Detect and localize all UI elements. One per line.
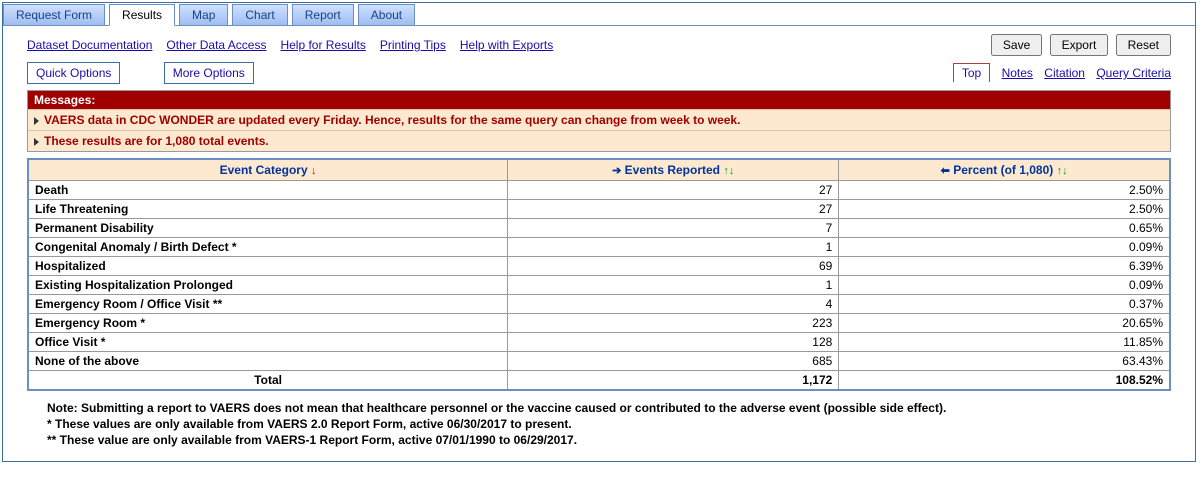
tab-bar: Request FormResultsMapChartReportAbout — [3, 3, 1195, 26]
cell-events: 1 — [508, 276, 839, 295]
cell-events: 69 — [508, 257, 839, 276]
cell-events: 27 — [508, 181, 839, 200]
arrow-right-icon: ➔ — [612, 165, 621, 177]
link-help-with-exports[interactable]: Help with Exports — [460, 38, 553, 52]
save-button[interactable]: Save — [991, 34, 1042, 56]
table-row-total: Total1,172108.52% — [28, 371, 1170, 391]
link-help-for-results[interactable]: Help for Results — [280, 38, 365, 52]
table-row: Emergency Room *22320.65% — [28, 314, 1170, 333]
cell-category: Emergency Room / Office Visit ** — [28, 295, 508, 314]
table-row: Office Visit *12811.85% — [28, 333, 1170, 352]
link-dataset-documentation[interactable]: Dataset Documentation — [27, 38, 152, 52]
cell-percent: 0.09% — [839, 238, 1170, 257]
table-row: Permanent Disability70.65% — [28, 219, 1170, 238]
col-header-events[interactable]: ➔ Events Reported ↑↓ — [508, 159, 839, 181]
citation-link[interactable]: Citation — [1044, 66, 1085, 80]
table-row: Death272.50% — [28, 181, 1170, 200]
col-header-category-label: Event Category — [220, 163, 308, 177]
cell-category: None of the above — [28, 352, 508, 371]
cell-events: 1 — [508, 238, 839, 257]
tab-report[interactable]: Report — [292, 4, 354, 25]
cell-percent: 0.65% — [839, 219, 1170, 238]
page-frame: Request FormResultsMapChartReportAbout D… — [2, 2, 1196, 462]
table-row: Life Threatening272.50% — [28, 200, 1170, 219]
triangle-icon — [34, 138, 39, 146]
cell-events: 27 — [508, 200, 839, 219]
cell-events: 223 — [508, 314, 839, 333]
cell-category: Permanent Disability — [28, 219, 508, 238]
button-row: Save Export Reset — [987, 34, 1171, 56]
footnotes: Note: Submitting a report to VAERS does … — [3, 391, 1195, 453]
footnote: * These values are only available from V… — [47, 417, 1171, 431]
tab-results[interactable]: Results — [109, 4, 175, 26]
table-row: None of the above68563.43% — [28, 352, 1170, 371]
sublink-row: Dataset Documentation Other Data Access He… — [3, 26, 1195, 60]
col-header-events-label: Events Reported — [625, 163, 720, 177]
link-printing-tips[interactable]: Printing Tips — [380, 38, 446, 52]
cell-category: Death — [28, 181, 508, 200]
cell-total-percent: 108.52% — [839, 371, 1170, 391]
cell-events: 4 — [508, 295, 839, 314]
cell-category: Office Visit * — [28, 333, 508, 352]
cell-percent: 0.09% — [839, 276, 1170, 295]
cell-category: Life Threatening — [28, 200, 508, 219]
top-link[interactable]: Top — [953, 63, 990, 82]
sort-down-icon: ↓ — [1062, 165, 1068, 177]
col-header-percent[interactable]: ⬅ Percent (of 1,080) ↑↓ — [839, 159, 1170, 181]
arrow-left-icon: ⬅ — [941, 165, 950, 177]
cell-category: Emergency Room * — [28, 314, 508, 333]
tab-chart[interactable]: Chart — [232, 4, 287, 25]
cell-category: Hospitalized — [28, 257, 508, 276]
table-row: Congenital Anomaly / Birth Defect *10.09… — [28, 238, 1170, 257]
cell-percent: 6.39% — [839, 257, 1170, 276]
table-row: Emergency Room / Office Visit **40.37% — [28, 295, 1170, 314]
message-item: VAERS data in CDC WONDER are updated eve… — [28, 109, 1170, 130]
col-header-category[interactable]: Event Category ↓ — [28, 159, 508, 181]
cell-events: 7 — [508, 219, 839, 238]
footnote: ** These value are only available from V… — [47, 433, 1171, 447]
footnote: Note: Submitting a report to VAERS does … — [47, 401, 1171, 415]
triangle-icon — [34, 117, 39, 125]
quick-options-button[interactable]: Quick Options — [27, 62, 120, 84]
tab-about[interactable]: About — [358, 4, 415, 25]
cell-events: 685 — [508, 352, 839, 371]
cell-total-label: Total — [28, 371, 508, 391]
sort-down-icon: ↓ — [729, 165, 735, 177]
tab-request-form[interactable]: Request Form — [3, 4, 105, 25]
cell-percent: 63.43% — [839, 352, 1170, 371]
sort-down-icon: ↓ — [311, 165, 317, 177]
table-row: Existing Hospitalization Prolonged10.09% — [28, 276, 1170, 295]
cell-percent: 0.37% — [839, 295, 1170, 314]
options-row: Quick Options More Options Top Notes Cit… — [3, 60, 1195, 90]
more-options-button[interactable]: More Options — [164, 62, 254, 84]
results-table: Event Category ↓ ➔ Events Reported ↑↓ ⬅ … — [27, 158, 1171, 391]
cell-percent: 2.50% — [839, 200, 1170, 219]
cell-events: 128 — [508, 333, 839, 352]
cell-percent: 2.50% — [839, 181, 1170, 200]
notes-link[interactable]: Notes — [1002, 66, 1033, 80]
col-header-percent-label: Percent (of 1,080) — [953, 163, 1053, 177]
cell-percent: 11.85% — [839, 333, 1170, 352]
cell-total-events: 1,172 — [508, 371, 839, 391]
messages-header: Messages: — [28, 91, 1170, 109]
query-criteria-link[interactable]: Query Criteria — [1096, 66, 1171, 80]
link-other-data-access[interactable]: Other Data Access — [166, 38, 266, 52]
reset-button[interactable]: Reset — [1116, 34, 1171, 56]
right-links: Top Notes Citation Query Criteria — [945, 66, 1171, 80]
export-button[interactable]: Export — [1050, 34, 1109, 56]
cell-percent: 20.65% — [839, 314, 1170, 333]
cell-category: Existing Hospitalization Prolonged — [28, 276, 508, 295]
table-row: Hospitalized696.39% — [28, 257, 1170, 276]
cell-category: Congenital Anomaly / Birth Defect * — [28, 238, 508, 257]
tab-map[interactable]: Map — [179, 4, 228, 25]
messages-box: Messages: VAERS data in CDC WONDER are u… — [27, 90, 1171, 152]
message-item: These results are for 1,080 total events… — [28, 130, 1170, 151]
